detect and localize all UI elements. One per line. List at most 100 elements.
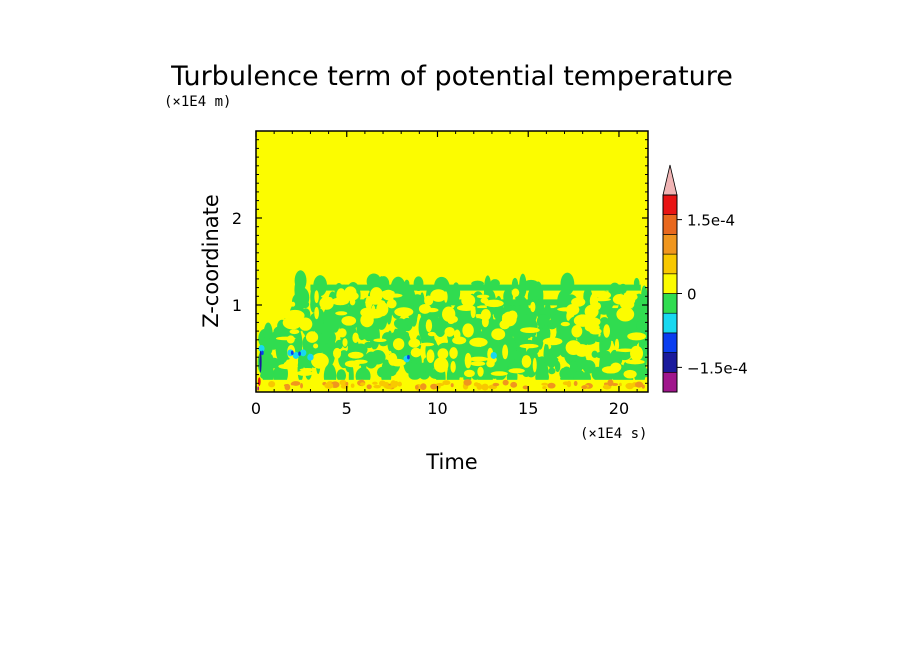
neutral-patch [499, 319, 510, 330]
turbulence-patch [633, 304, 639, 320]
heating-patch [290, 382, 295, 386]
neutral-patch [386, 299, 397, 309]
heating-patch [339, 379, 347, 386]
neutral-patch [373, 338, 387, 342]
colorbar-segment [662, 273, 678, 294]
turbulence-patch [543, 342, 550, 368]
neutral-patch [456, 304, 476, 312]
neutral-patch [430, 289, 447, 302]
neutral-patch [468, 356, 489, 362]
neutral-patch [521, 355, 532, 368]
turbulence-patch [557, 325, 563, 331]
neutral-patch [614, 338, 620, 352]
neutral-patch [477, 366, 484, 377]
neutral-patch [342, 338, 348, 347]
neutral-patch [282, 316, 302, 330]
strong-cooling-patch [260, 350, 264, 356]
heating-patch [350, 383, 355, 388]
heating-patch [397, 381, 402, 387]
turbulence-band [310, 284, 641, 291]
turbulence-patch [434, 317, 447, 337]
neutral-patch [490, 371, 508, 376]
cooling-patch [490, 351, 497, 359]
heating-patch [437, 383, 441, 389]
cooling-patch [307, 353, 314, 361]
neutral-patch [560, 321, 570, 327]
colorbar-segment [662, 214, 678, 235]
turbulence-patch [336, 369, 347, 382]
neutral-patch [394, 307, 414, 317]
neutral-patch [326, 296, 334, 307]
turbulence-patch [639, 294, 648, 319]
strong-cooling-patch [290, 350, 294, 356]
colorbar-segment [662, 352, 678, 373]
neutral-patch [596, 291, 612, 300]
turbulence-patch [330, 314, 340, 333]
x-axis-label: Time [425, 450, 477, 474]
heating-patch [284, 383, 291, 391]
neutral-patch [447, 319, 455, 325]
strong-cooling-patch [298, 351, 301, 356]
neutral-patch [542, 337, 563, 346]
neutral-patch [335, 311, 348, 316]
heating-patch [619, 382, 622, 387]
neutral-patch [286, 335, 295, 344]
colorbar-segment [662, 234, 678, 255]
neutral-patch [344, 360, 360, 368]
neutral-patch [311, 353, 329, 369]
neutral-patch [341, 315, 357, 326]
neutral-patch [530, 301, 536, 313]
heating-patch [379, 380, 386, 387]
neutral-patch [420, 342, 435, 347]
turbulence-patch [607, 325, 617, 336]
turbulence-band [319, 299, 641, 306]
neutral-patch [426, 349, 435, 363]
heating-patch [300, 383, 303, 389]
cooling-patch [300, 349, 307, 357]
neutral-patch [589, 293, 599, 309]
neutral-patch [392, 338, 405, 351]
neutral-patch [433, 357, 449, 373]
turbulence-patch [636, 320, 648, 331]
neutral-patch [603, 324, 611, 338]
turbulence-patch [524, 339, 534, 345]
neutral-patch [418, 303, 432, 314]
y-scale-label: (×1E4 m) [164, 94, 231, 110]
contour-field [256, 270, 648, 392]
neutral-patch [342, 291, 359, 301]
neutral-patch [589, 307, 598, 313]
neutral-patch [443, 291, 448, 303]
colorbar-tick-label: −1.5e-4 [687, 359, 748, 377]
neutral-patch [305, 331, 319, 343]
heating-patch [442, 380, 451, 386]
colorbar-segment [662, 332, 678, 353]
neutral-patch [313, 343, 319, 349]
neutral-patch [381, 290, 395, 296]
x-tick-label: 5 [342, 399, 352, 418]
heating-patch [547, 382, 556, 389]
neutral-patch [461, 293, 476, 308]
neutral-patch [571, 297, 586, 307]
heating-patch [463, 379, 472, 386]
neutral-patch [573, 314, 593, 327]
heating-patch [324, 382, 334, 389]
neutral-patch [410, 347, 422, 358]
neutral-patch [452, 336, 467, 345]
turbulence-patch [548, 356, 559, 363]
colorbar-segment [662, 253, 678, 275]
turbulence-patch [282, 365, 288, 382]
turbulence-patch [320, 330, 330, 344]
heating-patch [372, 381, 378, 385]
turbulence-patch [548, 367, 556, 375]
turbulence-patch [294, 287, 310, 309]
neutral-patch [627, 332, 646, 341]
neutral-patch [491, 328, 506, 341]
neutral-patch [444, 326, 455, 337]
heating-patch [415, 385, 419, 390]
neutral-patch [625, 359, 645, 365]
turbulence-patch [560, 272, 575, 296]
turbulence-patch [644, 345, 648, 355]
neutral-patch [278, 363, 298, 370]
neutral-patch [296, 370, 313, 376]
